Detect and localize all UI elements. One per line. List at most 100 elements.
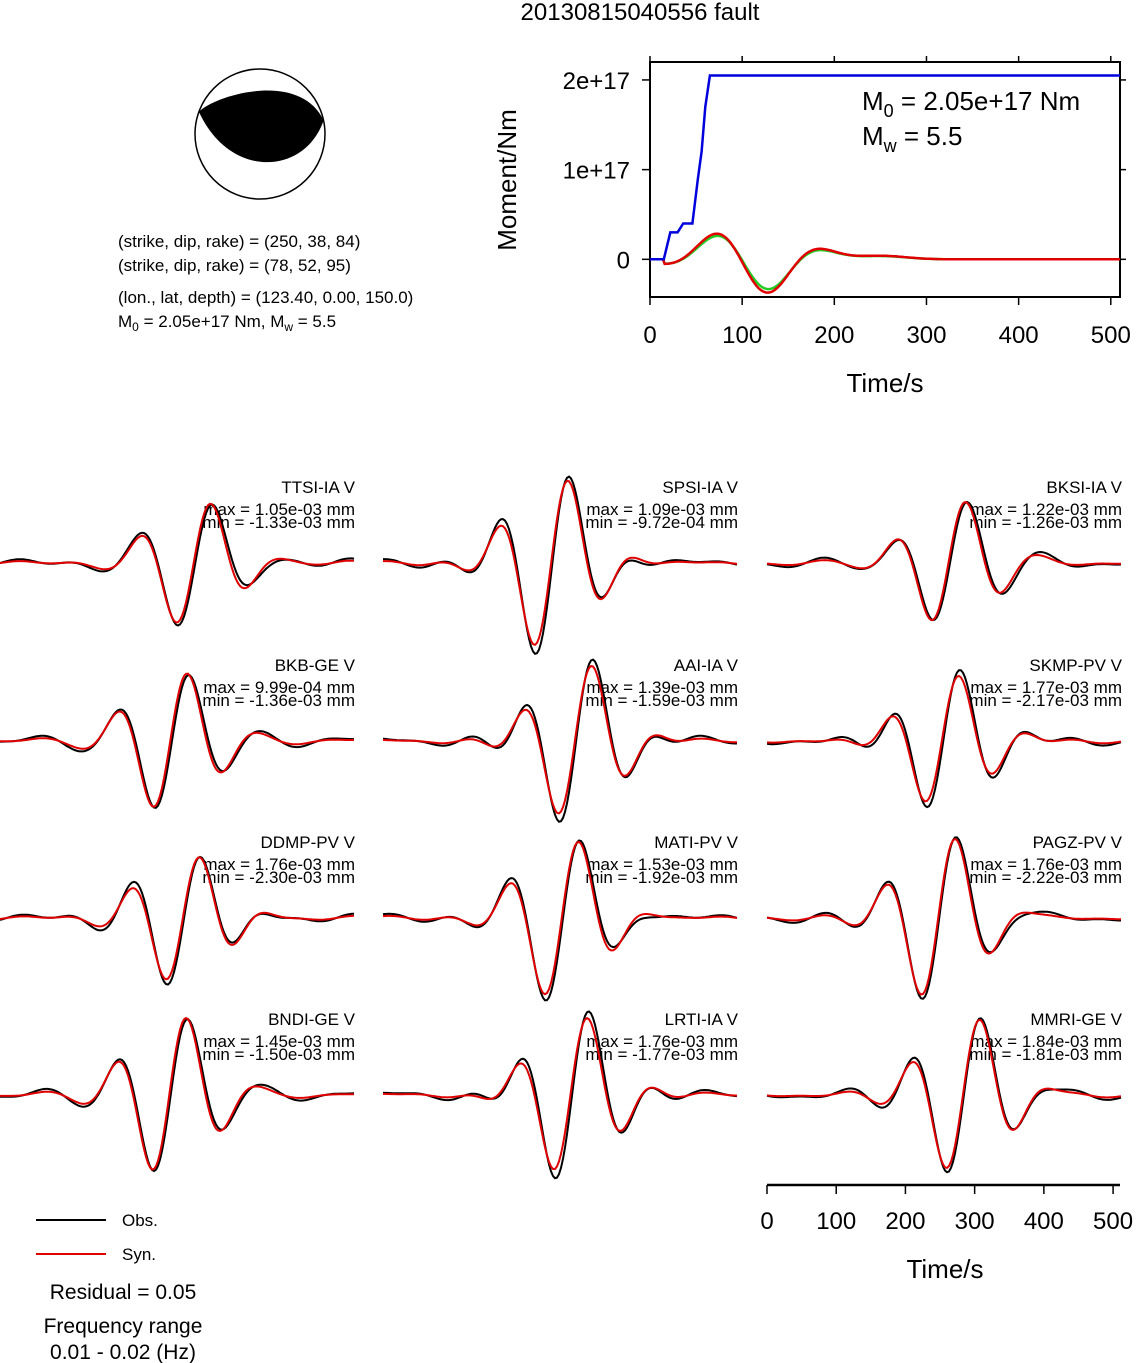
station-min: min = -1.81e-03 mm: [969, 1045, 1122, 1064]
station-max: max = 1.76e-03 mm: [970, 855, 1122, 874]
moment-ytick-label: 2e+17: [563, 68, 630, 95]
synthetic-trace: [0, 672, 355, 808]
station-name: BKSI-IA V: [1046, 478, 1122, 497]
station-min: min = -2.30e-03 mm: [202, 868, 355, 887]
station-max: max = 1.22e-03 mm: [970, 500, 1122, 519]
moment-xtick-label: 0: [643, 322, 656, 349]
nodal-plane-2: (strike, dip, rake) = (78, 52, 95): [118, 256, 351, 275]
station-name: SKMP-PV V: [1029, 656, 1122, 675]
station-name: BNDI-GE V: [268, 1010, 356, 1029]
synthetic-trace: [0, 856, 355, 981]
station-max: max = 1.53e-03 mm: [586, 855, 738, 874]
nodal-plane-1: (strike, dip, rake) = (250, 38, 84): [118, 232, 360, 251]
station-min: min = -2.22e-03 mm: [969, 868, 1122, 887]
beachball-compressional-quadrant: [198, 90, 324, 163]
source-location: (lon., lat, depth) = (123.40, 0.00, 150.…: [118, 288, 413, 307]
station-max: max = 1.76e-03 mm: [203, 855, 355, 874]
station-max: max = 1.84e-03 mm: [970, 1032, 1122, 1051]
station-name: LRTI-IA V: [665, 1010, 739, 1029]
frequency-range-value: 0.01 - 0.02 (Hz): [50, 1341, 196, 1363]
waveform-xlabel: Time/s: [906, 1254, 983, 1284]
source-parameters: (strike, dip, rake) = (250, 38, 84) (str…: [118, 232, 413, 334]
moment-ytick-label: 1e+17: [563, 158, 630, 185]
station-name: BKB-GE V: [275, 656, 356, 675]
source-time-function-green: [650, 234, 1120, 291]
cumulative-moment-line: [650, 74, 1120, 261]
synthetic-trace: [766, 837, 1122, 996]
moment-plot-frame: [649, 61, 1121, 298]
synthetic-trace: [0, 502, 355, 624]
mw-annotation: Mw = 5.5: [862, 121, 962, 156]
station-min: min = -1.59e-03 mm: [585, 691, 738, 710]
station-min: min = -9.72e-04 mm: [585, 513, 738, 532]
waveform-time-axis: 0 100 200 300 400 500: [760, 1183, 1133, 1235]
synthetic-trace: [382, 664, 738, 815]
station-max: max = 1.45e-03 mm: [203, 1032, 355, 1051]
station-min: min = -1.33e-03 mm: [202, 513, 355, 532]
moment-summary: M0 = 2.05e+17 Nm, Mw = 5.5: [118, 312, 336, 334]
station-name: TTSI-IA V: [281, 478, 355, 497]
synthetic-trace: [383, 479, 738, 646]
moment-xtick-label: 400: [999, 322, 1039, 349]
waveform-xtick-label: 500: [1093, 1208, 1133, 1235]
frequency-range-label: Frequency range: [44, 1315, 203, 1338]
synthetic-trace: [766, 501, 1121, 622]
station-min: min = -1.77e-03 mm: [585, 1045, 738, 1064]
station-max: max = 1.05e-03 mm: [203, 500, 355, 519]
moment-ytick-label: 0: [617, 247, 630, 274]
synthetic-trace: [382, 840, 738, 996]
residual-label: Residual = 0.05: [50, 1281, 197, 1304]
source-time-function-red: [650, 232, 1120, 294]
waveform-xtick-label: 0: [760, 1208, 773, 1235]
station-name: PAGZ-PV V: [1033, 833, 1123, 852]
station-max: max = 9.99e-04 mm: [203, 678, 355, 697]
station-name: AAI-IA V: [674, 656, 739, 675]
moment-ylabel: Moment/Nm: [492, 109, 522, 251]
synthetic-trace: [766, 674, 1122, 803]
legend: Obs. Syn.: [36, 1211, 158, 1264]
observed-trace: [382, 1010, 738, 1180]
moment-plot: 0 100 200 300 400 500 2e+17 1e+17 0 M0 = 2.05e+1…: [492, 56, 1131, 398]
beachball: [194, 68, 326, 200]
moment-xlabel: Time/s: [846, 368, 923, 398]
station-name: DDMP-PV V: [261, 833, 356, 852]
station-max: max = 1.09e-03 mm: [586, 500, 738, 519]
moment-xtick-label: 200: [814, 322, 854, 349]
figure-title: 20130815040556 fault: [521, 0, 760, 26]
waveform-xtick-label: 100: [816, 1208, 856, 1235]
synthetic-trace: [0, 1016, 354, 1171]
synthetic-trace: [383, 1016, 738, 1170]
station-min: min = -2.17e-03 mm: [969, 691, 1122, 710]
m0-annotation: M0 = 2.05e+17 Nm: [862, 86, 1080, 121]
waveform-xtick-label: 200: [885, 1208, 925, 1235]
waveform-xtick-label: 400: [1024, 1208, 1064, 1235]
legend-syn-label: Syn.: [122, 1245, 156, 1264]
station-name: MMRI-GE V: [1030, 1010, 1122, 1029]
station-name: MATI-PV V: [654, 833, 738, 852]
observed-trace: [0, 1018, 355, 1173]
station-min: min = -1.92e-03 mm: [585, 868, 738, 887]
station-max: max = 1.77e-03 mm: [970, 678, 1122, 697]
station-min: min = -1.50e-03 mm: [202, 1045, 355, 1064]
legend-obs-label: Obs.: [122, 1211, 158, 1230]
station-max: max = 1.76e-03 mm: [586, 1032, 738, 1051]
moment-xtick-label: 100: [722, 322, 762, 349]
station-name: SPSI-IA V: [662, 478, 738, 497]
station-min: min = -1.26e-03 mm: [969, 513, 1122, 532]
moment-xtick-label: 300: [906, 322, 946, 349]
waveform-xtick-label: 300: [955, 1208, 995, 1235]
